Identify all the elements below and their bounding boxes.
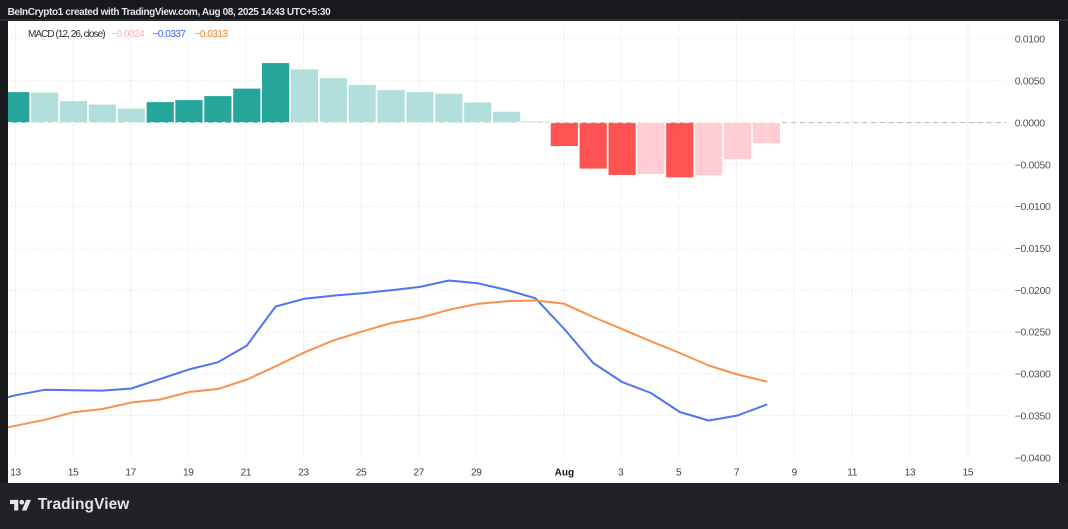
svg-text:29: 29 xyxy=(471,468,482,479)
svg-text:27: 27 xyxy=(413,468,424,479)
svg-text:15: 15 xyxy=(68,468,79,479)
svg-text:−0.0250: −0.0250 xyxy=(1015,327,1051,339)
svg-text:3: 3 xyxy=(618,468,624,479)
svg-text:11: 11 xyxy=(847,468,858,479)
svg-text:21: 21 xyxy=(241,468,252,479)
svg-text:5: 5 xyxy=(676,468,682,479)
svg-text:0.0000: 0.0000 xyxy=(1015,117,1046,129)
svg-text:25: 25 xyxy=(356,468,367,479)
svg-text:−0.0200: −0.0200 xyxy=(1015,285,1051,297)
svg-text:−0.0024: −0.0024 xyxy=(111,29,145,40)
svg-text:−0.0300: −0.0300 xyxy=(1015,369,1051,381)
svg-text:−0.0350: −0.0350 xyxy=(1015,410,1051,422)
svg-text:−0.0050: −0.0050 xyxy=(1015,159,1051,171)
svg-text:0.0100: 0.0100 xyxy=(1015,34,1046,46)
svg-text:0.0050: 0.0050 xyxy=(1015,76,1046,88)
svg-text:−0.0150: −0.0150 xyxy=(1015,243,1051,255)
svg-text:13: 13 xyxy=(10,468,21,479)
svg-text:−0.0100: −0.0100 xyxy=(1015,201,1051,213)
svg-text:MACD (12, 26, close): MACD (12, 26, close) xyxy=(28,29,105,40)
svg-text:13: 13 xyxy=(905,468,916,479)
svg-text:TradingView: TradingView xyxy=(38,496,131,513)
svg-text:BeInCrypto1 created with Tradi: BeInCrypto1 created with TradingView.com… xyxy=(8,7,332,18)
svg-text:−0.0313: −0.0313 xyxy=(195,29,229,40)
svg-text:−0.0337: −0.0337 xyxy=(153,29,187,40)
svg-text:Aug: Aug xyxy=(555,468,574,479)
svg-text:17: 17 xyxy=(125,468,136,479)
svg-text:19: 19 xyxy=(183,468,194,479)
svg-text:15: 15 xyxy=(963,468,974,479)
svg-text:9: 9 xyxy=(792,468,798,479)
svg-text:23: 23 xyxy=(298,468,309,479)
svg-text:−0.0400: −0.0400 xyxy=(1015,452,1051,464)
svg-text:7: 7 xyxy=(734,468,740,479)
